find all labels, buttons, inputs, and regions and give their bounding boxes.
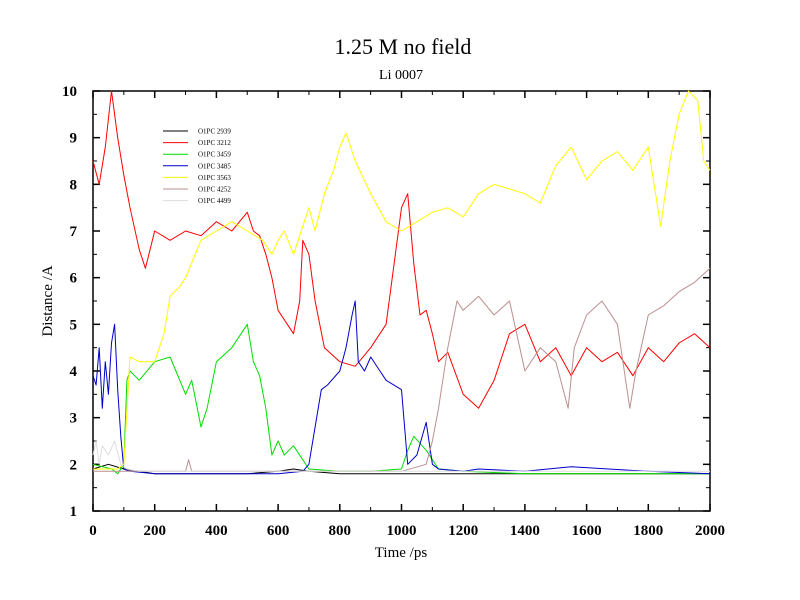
y-tick-label: 1 — [70, 504, 78, 520]
x-tick-label: 1600 — [572, 523, 602, 539]
series-line-o1pc-3485 — [92, 300, 711, 475]
chart-subtitle: Li 0007 — [379, 68, 423, 83]
legend-label: O1PC 4499 — [198, 197, 231, 205]
series-line-o1pc-3459 — [92, 323, 710, 475]
y-tick-label: 5 — [70, 317, 78, 333]
legend-label: O1PC 3459 — [198, 151, 231, 159]
y-tick-label: 9 — [70, 131, 78, 147]
tick-labels: 0 200 400 600 800 1000 1200 1400 1600 1800 2000 1 2 3… — [62, 84, 725, 539]
x-axis-label: Time /ps — [375, 545, 428, 561]
y-tick-label: 3 — [70, 411, 78, 427]
legend-label: O1PC 3485 — [198, 162, 231, 170]
x-tick-label: 1400 — [510, 523, 540, 539]
legend: O1PC 2939 O1PC 3212 O1PC 3459 O1PC 3485 O1PC… — [163, 128, 231, 205]
x-tick-label: 400 — [205, 523, 228, 539]
series-lines — [92, 90, 711, 475]
x-tick-label: 800 — [329, 523, 352, 539]
y-tick-label: 6 — [70, 271, 78, 287]
x-tick-label: 1200 — [448, 523, 478, 539]
y-tick-label: 7 — [70, 224, 78, 240]
y-tick-label: 8 — [70, 177, 78, 193]
legend-label: O1PC 3563 — [198, 174, 231, 182]
series-line-o1pc-3212 — [92, 90, 711, 409]
y-tick-label: 2 — [70, 457, 78, 473]
x-tick-label: 200 — [143, 523, 166, 539]
chart-title: 1.25 M no field — [335, 34, 472, 59]
x-tick-label: 1000 — [387, 523, 417, 539]
series-line-o1pc-4252 — [93, 267, 711, 472]
legend-label: O1PC 2939 — [198, 128, 231, 136]
x-tick-label: 1800 — [633, 523, 663, 539]
legend-label: O1PC 4252 — [198, 186, 231, 194]
axis-ticks — [92, 90, 711, 512]
series-line-o1pc-4499 — [92, 440, 710, 472]
legend-label: O1PC 3212 — [198, 139, 231, 147]
x-tick-label: 600 — [267, 523, 290, 539]
x-tick-label: 2000 — [695, 523, 725, 539]
y-tick-label: 4 — [70, 364, 78, 380]
y-tick-label: 10 — [62, 84, 77, 100]
y-axis-label: Distance /A — [40, 265, 56, 336]
series-line-o1pc-3563 — [93, 90, 711, 470]
x-tick-label: 0 — [89, 523, 97, 539]
